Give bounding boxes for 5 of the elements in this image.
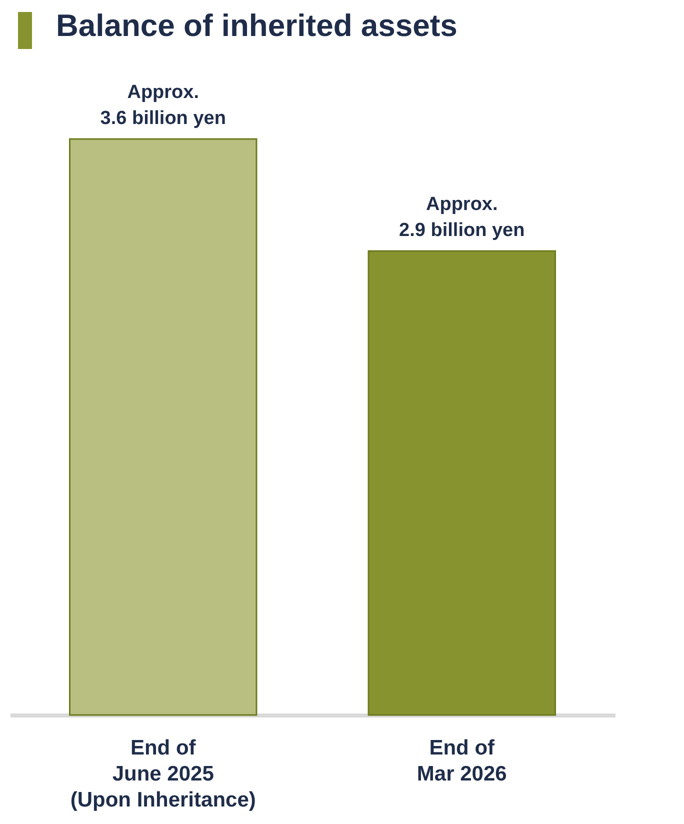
data-label: Approx. 3.6 billion yen xyxy=(100,82,226,129)
x-tick-label: End of June 2025 (Upon Inheritance) xyxy=(70,736,256,812)
x-tick-label: End of Mar 2026 xyxy=(416,736,507,786)
chart-title: Balance of inherited assets xyxy=(56,8,458,44)
data-label: Approx. 2.9 billion yen xyxy=(399,194,525,241)
